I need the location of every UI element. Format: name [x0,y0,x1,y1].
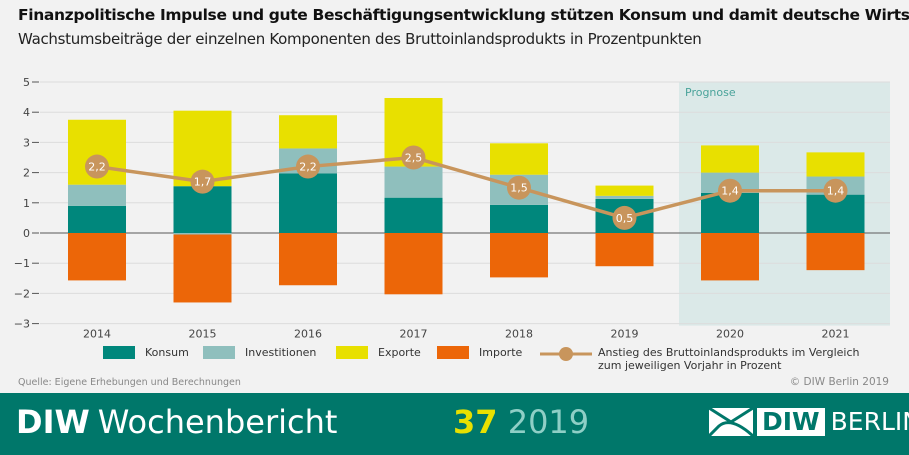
bar-importe-2018 [490,233,548,278]
legend-bip-line: Anstieg des Bruttoinlandsprodukts im Ver… [540,346,860,372]
bar-konsum-2015 [173,186,232,233]
y-tick-label: −1 [14,257,30,270]
footer-brand: DIW [16,403,90,441]
x-tick-label: 2014 [83,328,111,341]
gdp-point [823,178,848,203]
legend-swatch [437,346,469,359]
bar-exporte-2020 [701,145,759,173]
bar-investitionen-2014 [68,184,126,206]
legend-label: Investitionen [245,346,317,359]
source-note: Quelle: Eigene Erhebungen und Berechnung… [18,377,241,388]
gdp-data-label: 1,4 [827,185,845,198]
y-tick-label: −2 [14,287,30,300]
bar-exporte-2021 [806,152,865,177]
y-tick-label: −3 [14,318,30,331]
issue-number: 37 [453,403,498,441]
bar-importe-2020 [701,233,759,281]
bar-investitionen-2017 [384,166,443,198]
gdp-data-label: 1,4 [721,185,739,198]
gdp-data-label: 2,2 [88,161,106,174]
x-tick-label: 2019 [611,328,639,341]
legend-swatch [336,346,368,359]
bar-importe-2019 [595,233,654,267]
bar-exporte-2016 [279,115,337,149]
legend-exporte: Exporte [336,346,421,359]
y-tick-label: 1 [23,197,30,210]
y-tick-label: 0 [23,227,30,240]
bar-konsum-2018 [490,204,548,233]
gdp-point [190,169,215,194]
x-tick-label: 2017 [400,328,428,341]
x-tick-label: 2020 [716,328,744,341]
gdp-data-label: 1,7 [194,176,212,189]
bar-exporte-2019 [595,185,654,196]
legend-label: Anstieg des Bruttoinlandsprodukts im Ver… [598,346,860,359]
legend-investitionen: Investitionen [203,346,316,359]
legend-label: Exporte [378,346,421,359]
copyright: © DIW Berlin 2019 [789,376,889,388]
gdp-point [507,175,531,200]
legend-line-marker [540,347,592,361]
y-tick-label: 2 [23,167,30,180]
issue-year: 2019 [507,403,590,441]
gdp-point [718,178,742,203]
gdp-point [296,154,320,179]
bar-importe-2017 [384,233,443,295]
gdp-data-label: 1,5 [510,182,528,195]
footer-publication: Wochenbericht [97,403,338,441]
bar-exporte-2018 [490,143,548,175]
logo-mark-icon [709,407,753,436]
y-tick-label: 5 [23,76,30,89]
gdp-point [401,145,426,170]
gdp-data-label: 2,2 [299,161,317,174]
bar-importe-2016 [279,233,337,286]
x-tick-label: 2016 [294,328,322,341]
forecast-label: Prognose [685,86,736,99]
bar-konsum-2016 [279,173,337,233]
gdp-growth-line [96,155,836,220]
gdp-data-label: 2,5 [405,152,423,165]
bar-importe-2014 [68,233,126,281]
legend-importe: Importe [437,346,522,359]
x-tick-label: 2018 [505,328,533,341]
bar-konsum-2014 [68,205,126,233]
gdp-point [612,205,637,230]
x-tick-label: 2015 [189,328,217,341]
bar-konsum-2017 [384,197,443,233]
legend-swatch [203,346,235,359]
bar-investitionen-2019 [595,195,654,199]
bar-investitionen-2015 [173,233,232,235]
chart: Prognose 5 4 3 2 1 0 −1 −2 −3 2014 2015 2016 2017 2018… [14,76,890,341]
legend-swatch [103,346,135,359]
x-tick-label: 2021 [822,328,850,341]
legend-label: zum jeweiligen Vorjahr in Prozent [598,359,782,372]
bar-importe-2021 [806,233,865,271]
y-tick-label: 3 [23,136,30,149]
chart-title: Finanzpolitische Impulse und gute Beschä… [18,6,909,24]
y-tick-label: 4 [23,106,30,119]
gdp-point [85,154,109,179]
chart-subtitle: Wachstumsbeiträge der einzelnen Komponen… [18,30,702,48]
legend-label: Konsum [145,346,189,359]
gdp-data-label: 0,5 [616,212,634,225]
legend-label: Importe [479,346,523,359]
diw-logo: DIW BERLIN [709,407,909,436]
legend-konsum: Konsum [103,346,189,359]
bar-importe-2015 [173,234,232,303]
